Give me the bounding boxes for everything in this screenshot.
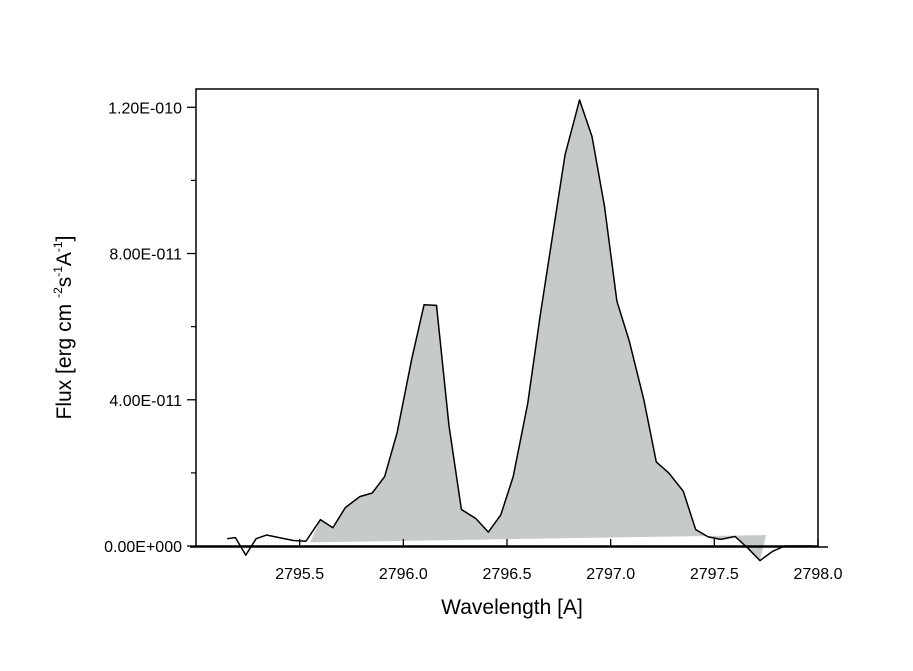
y-tick-label: 1.20E-010	[108, 100, 182, 117]
emission-area	[310, 99, 767, 561]
x-tick-label: 2796.5	[483, 566, 532, 583]
spectrum-polyline	[227, 99, 812, 562]
y-axis-title: Flux [erg cm-2s-1A-1]	[51, 236, 76, 420]
y-title-part: -1	[51, 266, 65, 277]
y-title-part: ]	[53, 236, 76, 242]
spectrum-line	[227, 99, 812, 562]
y-title-part: s	[53, 277, 76, 288]
y-tick-label: 8.00E-011	[109, 247, 182, 264]
x-tick-label: 2797.5	[690, 566, 739, 583]
y-title-part: A	[53, 252, 76, 266]
x-tick-label: 2795.5	[275, 566, 324, 583]
x-tick-label: 2798.0	[794, 566, 843, 583]
y-tick-label: 4.00E-011	[109, 393, 182, 410]
y-tick-label: 0.00E+000	[104, 539, 182, 556]
x-axis: 2795.5 2796.0 2796.5 2797.0 2797.5 2798.0	[190, 539, 843, 583]
x-tick-label: 2796.0	[379, 566, 428, 583]
y-title-part: Flux [erg cm	[53, 304, 76, 420]
y-axis: 0.00E+000 4.00E-011 8.00E-011 1.20E-010	[104, 100, 196, 556]
x-tick-label: 2797.0	[586, 566, 635, 583]
y-title-part: -2	[51, 287, 65, 298]
area-fill	[310, 99, 767, 561]
x-axis-title: Wavelength [A]	[441, 596, 583, 619]
y-title-part: -1	[51, 241, 65, 252]
plot-frame	[195, 88, 819, 547]
